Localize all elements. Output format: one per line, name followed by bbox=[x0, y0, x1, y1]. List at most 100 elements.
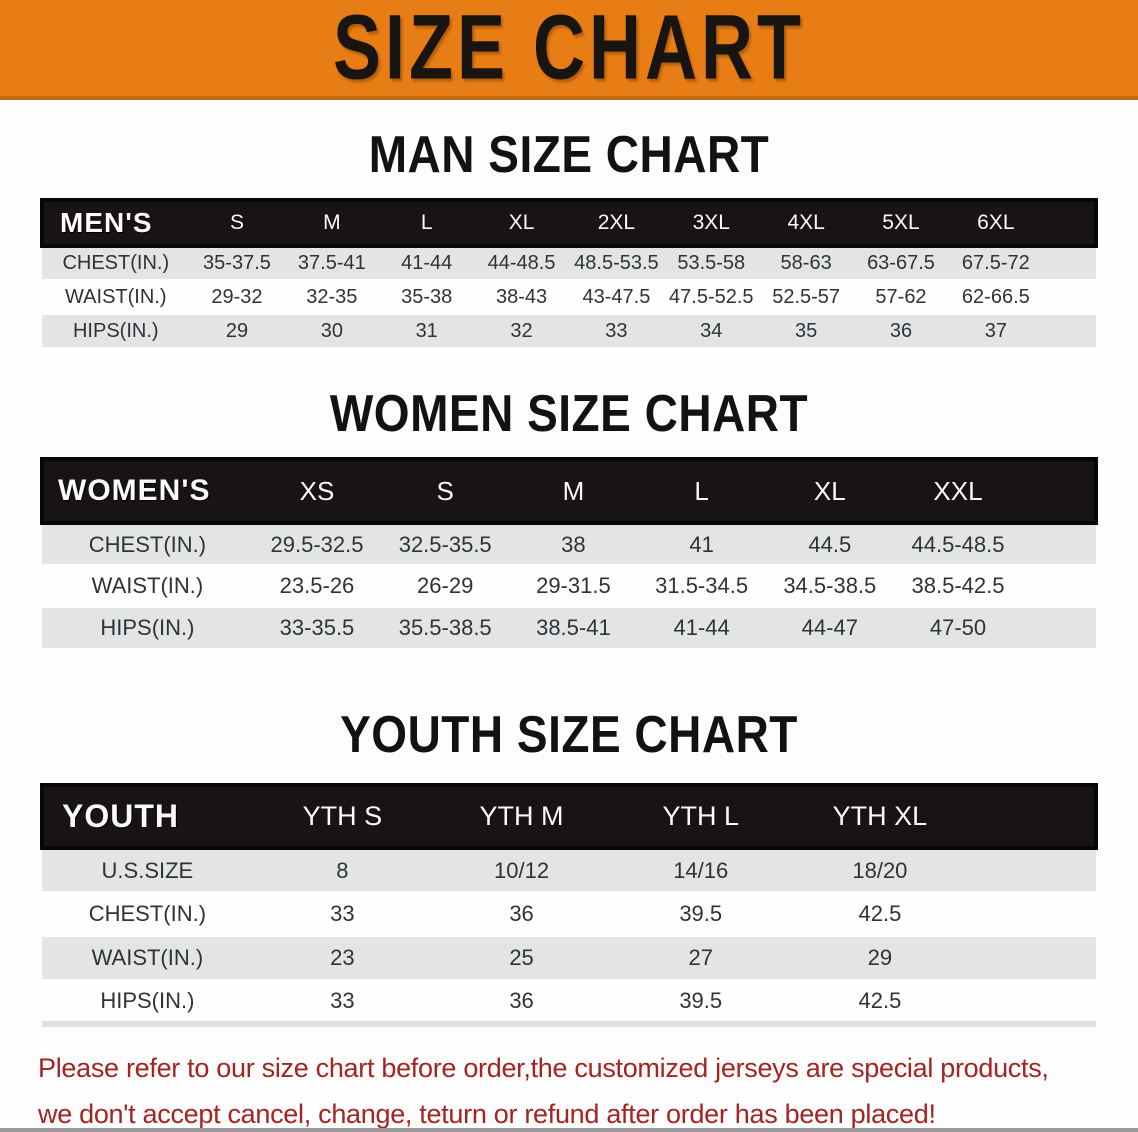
row-trailing-space bbox=[1022, 522, 1096, 566]
women-column-l: L bbox=[637, 457, 766, 525]
men-column-3xl: 3XL bbox=[663, 198, 759, 248]
cell-value: 42.5 bbox=[790, 892, 970, 936]
women-row-waist-in: WAIST(IN.) 23.5-26 26-29 29-31.5 31.5-34.5 34… bbox=[42, 565, 1096, 607]
cell-value: 32.5-35.5 bbox=[381, 522, 510, 566]
row-trailing-space bbox=[1043, 280, 1096, 314]
cell-value: 38.5-41 bbox=[509, 606, 638, 650]
cell-value: 33 bbox=[252, 980, 432, 1024]
cell-value: 35-37.5 bbox=[189, 245, 285, 281]
cell-value: 33-35.5 bbox=[252, 606, 382, 650]
cell-value: 37 bbox=[948, 313, 1044, 349]
row-trailing-space bbox=[969, 980, 1096, 1024]
women-column-xs: XS bbox=[252, 457, 382, 525]
women-column-m: M bbox=[509, 457, 638, 525]
men-row-waist-in: WAIST(IN.) 29-32 32-35 35-38 38-43 43-47.5 47.… bbox=[42, 280, 1096, 314]
cell-value: 33 bbox=[252, 892, 432, 936]
cell-value: 29-31.5 bbox=[509, 565, 638, 607]
cell-value: 31 bbox=[379, 313, 475, 349]
cell-value: 42.5 bbox=[790, 980, 970, 1024]
cell-value: 29.5-32.5 bbox=[252, 522, 382, 566]
banner: SIZE CHART bbox=[0, 0, 1138, 100]
cell-value: 47-50 bbox=[893, 606, 1023, 650]
youth-section: YOUTH SIZE CHART YOUTH YTH S YTH M YTH L YTH… bbox=[0, 704, 1138, 1027]
row-trailing-space bbox=[1022, 565, 1096, 607]
men-heading: MAN SIZE CHART bbox=[368, 124, 770, 184]
row-label: HIPS(IN.) bbox=[42, 606, 253, 650]
table-header-row: WOMEN'S XS S M L XL XXL bbox=[40, 457, 1098, 525]
men-header-trailing-space bbox=[1043, 198, 1098, 248]
women-row-hips-in: HIPS(IN.) 33-35.5 35.5-38.5 38.5-41 41-44 44-… bbox=[42, 606, 1096, 650]
youth-column-yth-xl: YTH XL bbox=[790, 783, 970, 850]
men-column-4xl: 4XL bbox=[758, 198, 854, 248]
men-row-hips-in: HIPS(IN.) 29 30 31 32 33 34 35 36 37 bbox=[42, 313, 1096, 349]
women-column-s: S bbox=[381, 457, 510, 525]
cell-value: 10/12 bbox=[431, 847, 612, 893]
cell-value: 47.5-52.5 bbox=[663, 280, 759, 314]
cell-value: 35 bbox=[758, 313, 854, 349]
row-trailing-space bbox=[1043, 313, 1096, 349]
cell-value: 44.5 bbox=[765, 522, 894, 566]
cell-value: 39.5 bbox=[611, 980, 791, 1024]
cell-value: 23.5-26 bbox=[252, 565, 382, 607]
women-header-trailing-space bbox=[1022, 457, 1098, 525]
youth-column-yth-l: YTH L bbox=[611, 783, 791, 850]
cell-value: 62-66.5 bbox=[948, 280, 1044, 314]
men-column-l: L bbox=[379, 198, 475, 248]
cell-value: 30 bbox=[284, 313, 380, 349]
cell-value: 14/16 bbox=[611, 847, 791, 893]
youth-row-hips-in: HIPS(IN.) 33 36 39.5 42.5 bbox=[42, 980, 1096, 1024]
row-label: HIPS(IN.) bbox=[42, 313, 190, 349]
women-column-xxl: XXL bbox=[893, 457, 1023, 525]
cell-value: 8 bbox=[252, 847, 432, 893]
cell-value: 36 bbox=[431, 980, 612, 1024]
women-size-table: WOMEN'S XS S M L XL XXL CHEST(IN.) 29.5-32.5 32.… bbox=[40, 457, 1098, 650]
row-label: CHEST(IN.) bbox=[42, 245, 190, 281]
row-trailing-space bbox=[1043, 245, 1096, 281]
cell-value: 41 bbox=[637, 522, 766, 566]
sections-container: MAN SIZE CHART MEN'S S M L XL 2XL 3XL 4XL 5XL 6XL… bbox=[0, 124, 1138, 1027]
cell-value: 26-29 bbox=[381, 565, 510, 607]
cell-value: 36 bbox=[853, 313, 949, 349]
youth-heading: YOUTH SIZE CHART bbox=[340, 704, 798, 764]
footer-note-line1: Please refer to our size chart before or… bbox=[38, 1053, 1049, 1083]
men-column-2xl: 2XL bbox=[568, 198, 664, 248]
youth-header-trailing-space bbox=[969, 783, 1098, 850]
youth-row-waist-in: WAIST(IN.) 23 25 27 29 bbox=[42, 935, 1096, 981]
row-label: WAIST(IN.) bbox=[42, 565, 253, 607]
cell-value: 29-32 bbox=[189, 280, 285, 314]
cell-value: 31.5-34.5 bbox=[637, 565, 766, 607]
women-corner-label: WOMEN'S bbox=[40, 457, 253, 525]
women-row-chest-in: CHEST(IN.) 29.5-32.5 32.5-35.5 38 41 44.5 44.5… bbox=[42, 522, 1096, 566]
youth-row-u-s-size: U.S.SIZE 8 10/12 14/16 18/20 bbox=[42, 847, 1096, 893]
cell-value: 53.5-58 bbox=[663, 245, 759, 281]
row-label: WAIST(IN.) bbox=[42, 935, 253, 981]
row-label: U.S.SIZE bbox=[42, 847, 253, 893]
cell-value: 35-38 bbox=[379, 280, 475, 314]
men-column-m: M bbox=[284, 198, 380, 248]
cell-value: 36 bbox=[431, 892, 612, 936]
youth-size-table: YOUTH YTH S YTH M YTH L YTH XL U.S.SIZE 8 10/1… bbox=[40, 783, 1098, 1027]
table-header-row: YOUTH YTH S YTH M YTH L YTH XL bbox=[40, 783, 1098, 850]
row-trailing-space bbox=[969, 892, 1096, 936]
women-column-xl: XL bbox=[765, 457, 894, 525]
cell-value: 38 bbox=[509, 522, 638, 566]
cell-value: 33 bbox=[568, 313, 664, 349]
cell-value: 52.5-57 bbox=[758, 280, 854, 314]
cell-value: 25 bbox=[431, 935, 612, 981]
cell-value: 44-47 bbox=[765, 606, 894, 650]
men-column-xl: XL bbox=[474, 198, 569, 248]
cell-value: 57-62 bbox=[853, 280, 949, 314]
cell-value: 67.5-72 bbox=[948, 245, 1044, 281]
cell-value: 18/20 bbox=[790, 847, 970, 893]
row-trailing-space bbox=[969, 847, 1096, 893]
cell-value: 39.5 bbox=[611, 892, 791, 936]
cell-value: 37.5-41 bbox=[284, 245, 380, 281]
youth-row-chest-in: CHEST(IN.) 33 36 39.5 42.5 bbox=[42, 892, 1096, 936]
row-label: WAIST(IN.) bbox=[42, 280, 190, 314]
row-label: CHEST(IN.) bbox=[42, 892, 253, 936]
cell-value: 63-67.5 bbox=[853, 245, 949, 281]
cell-value: 44.5-48.5 bbox=[893, 522, 1023, 566]
cell-value: 43-47.5 bbox=[568, 280, 664, 314]
cell-value: 38-43 bbox=[474, 280, 569, 314]
